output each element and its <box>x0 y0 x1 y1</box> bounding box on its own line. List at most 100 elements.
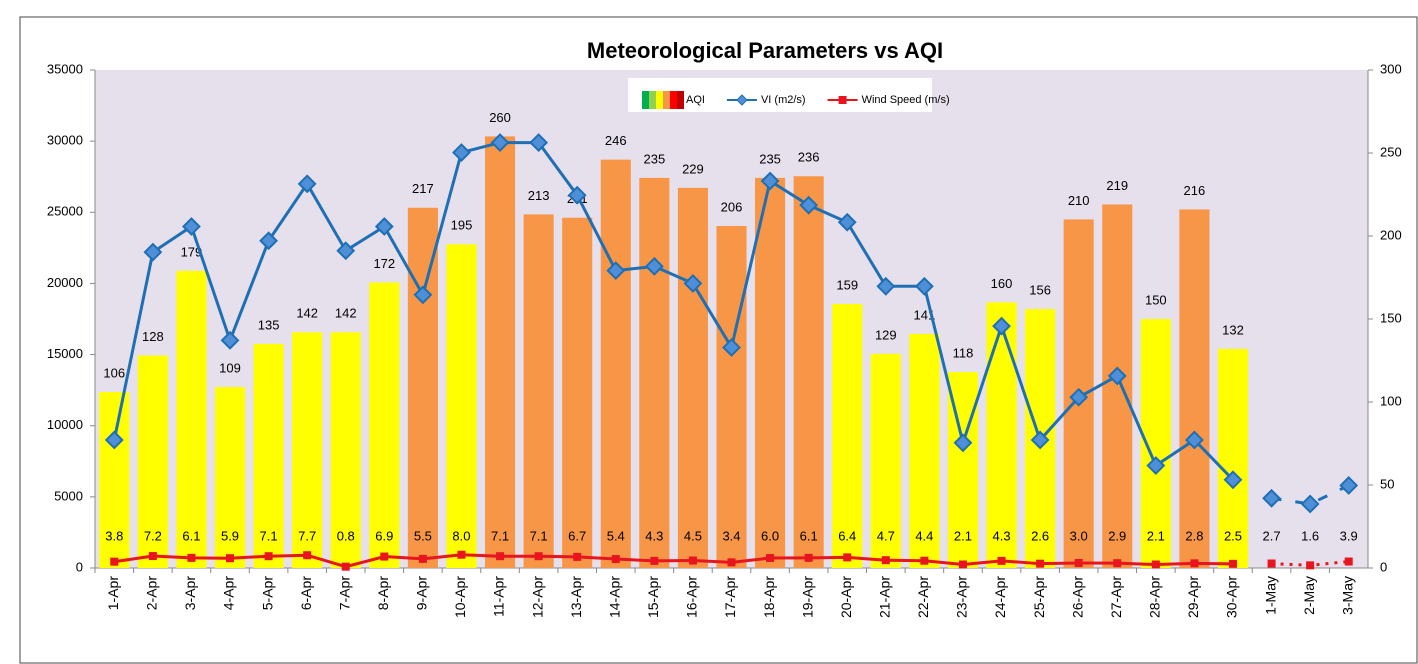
y2-tick-label: 100 <box>1380 393 1402 408</box>
point-marker <box>920 556 929 565</box>
point-marker <box>104 430 124 450</box>
x-tick-label: 5-Apr <box>259 576 275 611</box>
bar <box>562 217 593 569</box>
point-marker <box>341 562 350 571</box>
bar <box>137 355 168 568</box>
bar-value-label: 156 <box>1029 282 1051 297</box>
point-marker <box>1228 559 1237 568</box>
bar-value-label: 210 <box>1068 193 1090 208</box>
bar <box>485 136 516 568</box>
legend-label: Wind Speed (m/s) <box>862 94 950 106</box>
point-marker <box>1344 557 1353 566</box>
point-marker <box>1184 430 1204 450</box>
bar-value-label: 129 <box>875 327 897 342</box>
bar-value-label: 229 <box>682 161 704 176</box>
x-tick-label: 2-Apr <box>144 576 160 611</box>
point-marker <box>958 560 967 569</box>
y-tick-label: 10000 <box>47 417 83 432</box>
legend-swatch <box>656 91 663 109</box>
point-value-label: 1.6 <box>1301 528 1319 543</box>
point-marker <box>490 133 510 152</box>
point-marker <box>457 550 466 559</box>
point-value-label: 4.3 <box>992 528 1010 543</box>
point-value-label: 6.9 <box>375 528 393 543</box>
point-marker <box>182 217 201 236</box>
bar <box>1179 209 1210 568</box>
bar <box>639 177 670 568</box>
bar <box>870 353 901 568</box>
point-marker <box>1146 456 1166 475</box>
legend-label: VI (m2/s) <box>761 94 806 106</box>
point-value-label: 6.0 <box>761 528 779 543</box>
bar-value-label: 195 <box>451 218 473 233</box>
point-marker <box>688 556 697 565</box>
point-marker <box>644 256 664 276</box>
point-marker <box>1190 559 1199 568</box>
point-marker <box>336 241 356 261</box>
legend-swatch <box>677 91 684 109</box>
point-marker <box>143 242 163 262</box>
bar <box>793 176 824 569</box>
point-marker <box>876 276 896 296</box>
bar-value-label: 128 <box>142 329 164 344</box>
point-marker <box>799 195 819 215</box>
legend-swatch <box>649 91 656 109</box>
point-marker <box>1030 430 1050 450</box>
x-tick-label: 3-May <box>1339 576 1355 615</box>
bar-value-label: 213 <box>528 188 550 203</box>
y-tick-label: 5000 <box>54 488 83 503</box>
legend-marker <box>736 94 748 106</box>
y-tick-label: 20000 <box>47 275 83 290</box>
point-marker <box>1300 494 1320 514</box>
point-marker <box>766 554 775 563</box>
x-tick-label: 22-Apr <box>915 576 931 618</box>
y2-tick-label: 0 <box>1380 559 1387 574</box>
point-marker <box>1151 560 1160 569</box>
point-value-label: 6.1 <box>800 528 818 543</box>
point-marker <box>418 554 427 563</box>
point-value-label: 2.9 <box>1108 528 1126 543</box>
x-tick-label: 16-Apr <box>684 576 700 618</box>
point-marker <box>452 143 471 162</box>
point-marker <box>264 552 273 561</box>
bar-value-label: 159 <box>836 277 858 292</box>
bar <box>1217 348 1249 568</box>
point-marker <box>148 552 157 561</box>
x-tick-label: 1-May <box>1262 576 1278 615</box>
point-marker <box>1113 559 1122 568</box>
bar <box>909 333 940 568</box>
bar <box>253 343 284 568</box>
bar-value-label: 142 <box>296 306 318 321</box>
point-value-label: 3.4 <box>722 528 740 543</box>
x-tick-label: 25-Apr <box>1031 576 1047 618</box>
point-value-label: 6.1 <box>182 528 200 543</box>
point-marker <box>534 552 543 561</box>
point-marker <box>1339 476 1359 495</box>
bar-value-label: 106 <box>103 365 125 380</box>
x-tick-label: 27-Apr <box>1108 576 1124 618</box>
point-marker <box>804 553 813 562</box>
point-value-label: 4.3 <box>645 528 663 543</box>
x-tick-label: 2-May <box>1301 576 1317 615</box>
y-tick-label: 0 <box>76 559 83 574</box>
point-marker <box>650 556 659 565</box>
point-value-label: 6.4 <box>838 528 856 543</box>
point-marker <box>567 185 587 205</box>
y-tick-label: 35000 <box>47 61 83 76</box>
point-marker <box>374 217 394 236</box>
point-value-label: 2.7 <box>1263 528 1281 543</box>
bar-value-label: 260 <box>489 110 511 125</box>
x-tick-label: 11-Apr <box>491 576 507 617</box>
point-marker <box>297 174 317 194</box>
point-marker <box>881 556 890 565</box>
bar <box>99 392 130 568</box>
point-marker <box>1036 559 1045 568</box>
point-value-label: 5.4 <box>607 528 625 543</box>
point-marker <box>573 552 582 561</box>
point-marker <box>992 316 1011 336</box>
point-marker <box>843 553 852 562</box>
y2-tick-label: 50 <box>1380 476 1394 491</box>
bar <box>716 226 747 569</box>
point-marker <box>1267 559 1276 568</box>
